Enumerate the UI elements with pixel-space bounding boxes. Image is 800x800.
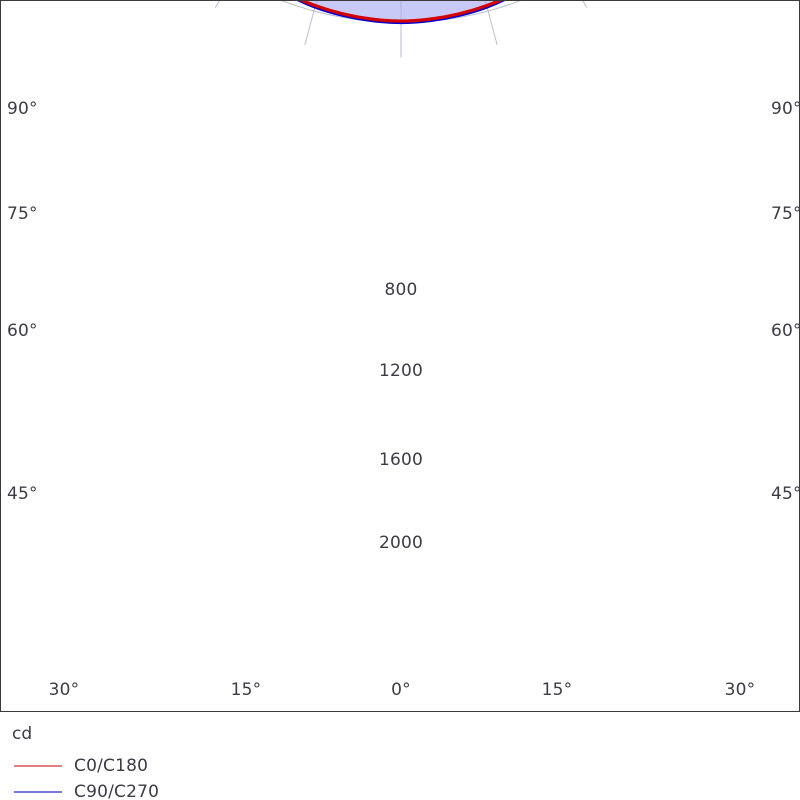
angle-tick-label-left: 90° xyxy=(7,99,38,119)
angle-tick-label-bottom: 30° xyxy=(48,680,80,700)
angle-tick-label-bottom: 0° xyxy=(391,680,411,700)
radial-tick-label: 2000 xyxy=(378,533,424,553)
legend-entry: C0/C180 xyxy=(14,756,148,776)
series-curves xyxy=(296,1,506,25)
chart-legend: cd C0/C180 C90/C270 xyxy=(0,712,800,800)
angle-tick-label-left: 60° xyxy=(7,321,38,341)
radial-tick-label: 1600 xyxy=(378,450,424,470)
radial-tick-label: 800 xyxy=(384,280,418,300)
angle-tick-label-bottom: 15° xyxy=(541,680,573,700)
angle-tick-label-right: 45° xyxy=(771,484,800,504)
angle-tick-label-right: 75° xyxy=(771,204,800,224)
angle-tick-label-left: 75° xyxy=(7,204,38,224)
plot-area: 800 1200 1600 2000 90° 75° 60° 45° 90° 75° 60° 45°… xyxy=(0,0,800,712)
series-line-c0-c180 xyxy=(299,1,503,23)
legend-entry: C90/C270 xyxy=(14,782,159,800)
legend-label: C0/C180 xyxy=(74,756,149,776)
angle-tick-label-bottom: 15° xyxy=(230,680,262,700)
radial-tick-label: 1200 xyxy=(378,361,424,381)
polar-chart-svg xyxy=(214,1,588,58)
angle-tick-label-bottom: 30° xyxy=(724,680,756,700)
angular-gridlines-overlay xyxy=(214,1,588,58)
angle-tick-label-left: 45° xyxy=(7,484,38,504)
angle-tick-label-right: 60° xyxy=(771,321,800,341)
legend-color-swatch xyxy=(14,765,62,767)
angle-tick-label-right: 90° xyxy=(771,99,800,119)
legend-color-swatch xyxy=(14,791,62,793)
legend-label: C90/C270 xyxy=(74,782,160,800)
unit-label: cd xyxy=(12,724,33,744)
